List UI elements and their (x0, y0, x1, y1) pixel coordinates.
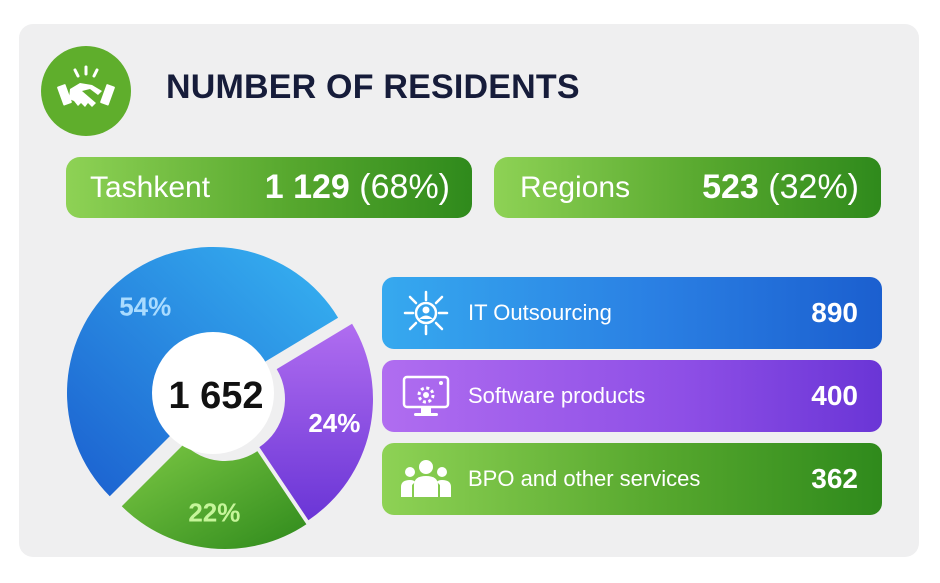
regions-summary: Regions 523 (32%) (494, 157, 881, 218)
legend-bpo-label: BPO and other services (468, 466, 701, 491)
monitor-gear-icon (398, 368, 454, 424)
donut-slice-it-outsourcing (66, 246, 339, 497)
regions-value: 523 (32%) (702, 168, 859, 207)
legend-it-label: IT Outsourcing (468, 300, 612, 325)
donut-total: 1 652 (168, 375, 263, 417)
regions-label: Regions (520, 170, 631, 204)
people-group-icon (398, 451, 454, 507)
legend-bpo-services: BPO and other services 362 (382, 443, 882, 515)
donut-label-it-outsourcing: 54% (119, 291, 171, 321)
donut-slice-software-products (259, 323, 373, 521)
legend-it-outsourcing: IT Outsourcing 890 (382, 277, 882, 349)
tashkent-share: (68%) (359, 168, 450, 206)
donut-label-software-products: 24% (308, 408, 360, 438)
regions-count: 523 (702, 168, 759, 206)
legend-software-products: Software products 400 (382, 360, 882, 432)
legend-software-value: 400 (811, 380, 858, 411)
tashkent-summary: Tashkent 1 129 (68%) (66, 157, 472, 218)
regions-share: (32%) (768, 168, 859, 206)
tashkent-value: 1 129 (68%) (265, 168, 450, 207)
legend-bpo-value: 362 (811, 463, 858, 494)
outsourcing-network-icon (398, 285, 454, 341)
handshake-icon (41, 46, 131, 136)
donut-slice-bpo-services (121, 444, 307, 549)
tashkent-count: 1 129 (264, 168, 350, 206)
donut-label-bpo-services: 22% (188, 497, 240, 527)
legend-it-value: 890 (811, 297, 858, 328)
legend-software-label: Software products (468, 383, 646, 408)
page-title: NUMBER OF RESIDENTS (166, 68, 580, 106)
tashkent-label: Tashkent (90, 170, 211, 204)
donut-center (152, 332, 274, 454)
